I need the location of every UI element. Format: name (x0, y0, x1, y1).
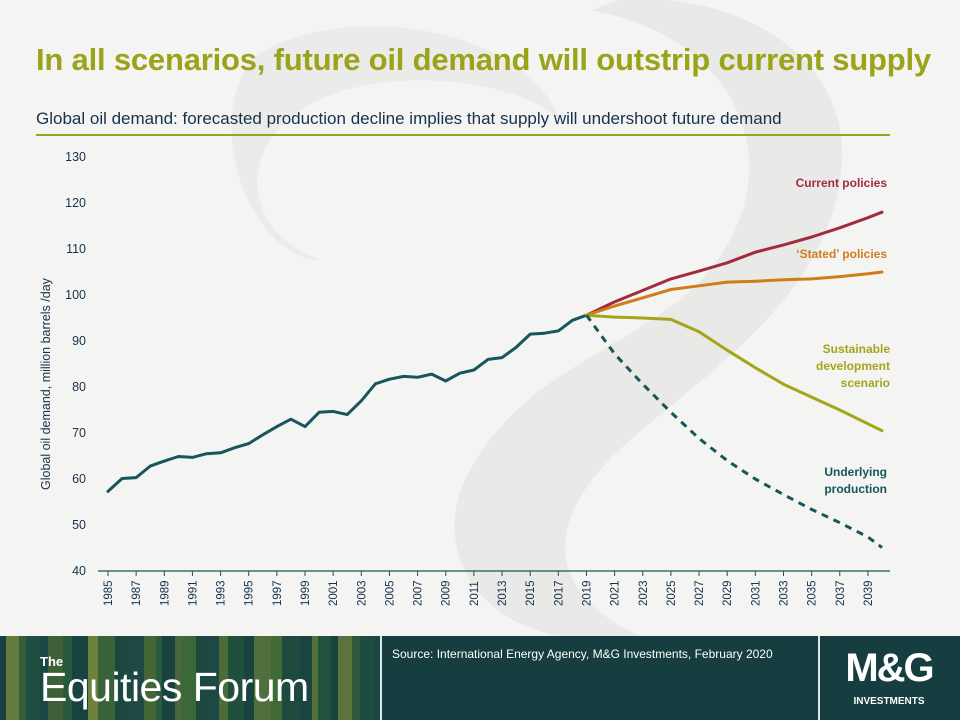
y-tick-label: 40 (72, 564, 86, 578)
x-tick-label: 2013 (497, 580, 509, 606)
x-tick-label: 2037 (835, 580, 847, 606)
underlying-production-line (585, 314, 883, 549)
x-tick-label: 2005 (384, 580, 396, 606)
footer-bar: The Equities Forum Source: International… (0, 636, 960, 720)
y-tick-label: 120 (65, 196, 86, 210)
footer-divider (380, 636, 382, 720)
x-tick-label: 1997 (272, 580, 284, 606)
x-tick-label: 2039 (863, 580, 875, 606)
footer-divider (818, 636, 820, 720)
x-tick-label: 2021 (610, 580, 622, 606)
y-tick-label: 130 (65, 150, 86, 164)
series-label: Underlying production (824, 465, 887, 496)
x-tick-label: 2001 (328, 580, 340, 606)
x-tick-label: 2035 (807, 580, 819, 606)
y-tick-label: 80 (72, 380, 86, 394)
footer-stripes (0, 636, 380, 720)
x-tick-label: 2023 (638, 580, 650, 606)
slide-subtitle: Global oil demand: forecasted production… (36, 109, 782, 128)
y-tick-label: 70 (72, 426, 86, 440)
x-tick-label: 2029 (722, 580, 734, 606)
mg-logo-text: M&G (845, 646, 934, 690)
series-layer (106, 210, 884, 549)
y-axis: 40 50 60 70 80 90 100 110 120 130 (65, 150, 86, 578)
x-tick-label: 2017 (553, 580, 565, 606)
current-policies-line (585, 210, 884, 317)
x-tick-label: 2025 (666, 580, 678, 606)
forum-name: Equities Forum (40, 664, 309, 710)
x-tick-label: 2019 (581, 580, 593, 606)
mg-logo-subtext: INVESTMENTS (853, 696, 925, 707)
sustainable-development-line (585, 313, 884, 433)
title-rule (36, 134, 890, 136)
y-tick-label: 110 (66, 242, 86, 256)
background-watermark (454, 0, 842, 636)
x-tick-label: 2033 (778, 580, 790, 606)
x-tick-label: 1995 (244, 580, 256, 606)
oil-demand-chart: 40 50 60 70 80 90 100 110 120 130 1985 1987 1989 199… (39, 150, 891, 606)
y-tick-label: 50 (72, 518, 86, 532)
x-tick-label: 1993 (216, 580, 228, 606)
x-tick-label: 1999 (300, 580, 312, 606)
x-tick-label: 2031 (750, 580, 762, 606)
series-label: Current policies (796, 176, 888, 190)
x-tick-label: 1987 (131, 580, 143, 606)
y-tick-label: 100 (65, 288, 86, 302)
x-tick-label: 2011 (469, 581, 481, 606)
x-tick-label: 1991 (187, 580, 199, 606)
series-label: Sustainable development scenario (816, 342, 890, 390)
x-tick-label: 2003 (356, 580, 368, 606)
forum-the-label: The (40, 654, 64, 669)
x-axis: 1985 1987 1989 1991 1993 1995 1997 1999 2001 2003… (98, 570, 890, 606)
x-tick-label: 2015 (525, 580, 537, 606)
x-tick-label: 2007 (413, 580, 425, 606)
series-labels: Current policies ‘Stated’ policies Sustain… (796, 176, 891, 496)
x-tick-label: 1989 (159, 580, 171, 606)
y-axis-label: Global oil demand, million barrels /day (39, 277, 53, 490)
slide-title: In all scenarios, future oil demand will… (36, 42, 931, 77)
mg-logo: M&G INVESTMENTS (830, 644, 948, 714)
stated-policies-line (585, 270, 884, 317)
y-tick-label: 90 (72, 334, 86, 348)
x-tick-label: 1985 (103, 580, 115, 606)
x-tick-label: 2009 (441, 580, 453, 606)
y-tick-label: 60 (72, 472, 86, 486)
source-note: Source: International Energy Agency, M&G… (392, 647, 773, 661)
historical-demand-line (106, 313, 588, 493)
series-label: ‘Stated’ policies (796, 247, 887, 261)
x-tick-label: 2027 (694, 580, 706, 606)
